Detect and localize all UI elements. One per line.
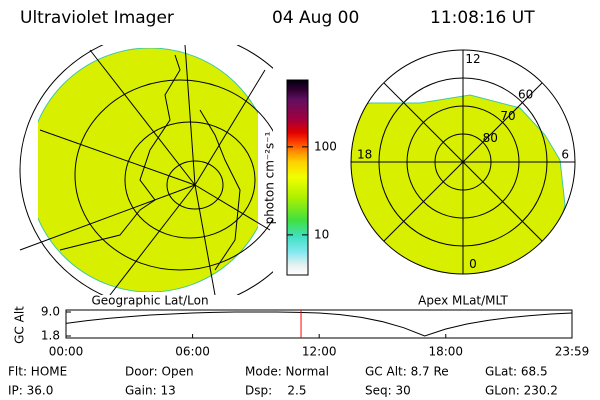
date: 04 Aug 00	[272, 8, 359, 28]
info-field: Gain: 13	[125, 384, 176, 398]
lat-circle	[378, 77, 548, 247]
lat-label: 60	[518, 87, 533, 101]
info-field: Dsp: 2.5	[245, 384, 307, 398]
mlt-label: 6	[561, 148, 569, 162]
colorbar-label: photon cm⁻²s⁻¹	[263, 131, 277, 224]
map-title: Apex MLat/MLT	[418, 294, 508, 308]
lat-label: 80	[483, 131, 498, 145]
info-field: Flt: HOME	[8, 365, 67, 379]
lat-label: 70	[500, 109, 515, 123]
colorbar: photon cm⁻²s⁻¹	[263, 79, 309, 276]
time: 11:08:16 UT	[430, 8, 535, 28]
polar-map: Apex MLat/MLT	[350, 49, 576, 308]
info-field: Door: Open	[125, 365, 194, 379]
x-tick-label: 12:00	[302, 345, 337, 359]
mlt-label: 18	[357, 148, 372, 162]
mlt-label: 12	[465, 52, 480, 66]
x-tick-label: 18:00	[428, 345, 463, 359]
geo-map: Geographic Lat/Lon	[19, 45, 273, 308]
x-tick-label: 06:00	[175, 345, 210, 359]
info-field: IP: 36.0	[8, 384, 53, 398]
lat-circle	[406, 105, 520, 219]
x-tick-label: 23:59	[555, 345, 590, 359]
mlt-label: 0	[469, 257, 477, 271]
info-field: GLon: 230.2	[485, 384, 558, 398]
colorbar-scale	[286, 79, 309, 276]
y-axis-label: GC Alt	[13, 306, 27, 344]
info-field: Mode: Normal	[245, 365, 329, 379]
colorbar-tick-label: 10	[314, 227, 329, 241]
map-title: Geographic Lat/Lon	[91, 294, 208, 308]
y-tick-label: 9.0	[41, 305, 60, 319]
x-tick-label: 00:00	[49, 345, 84, 359]
title: Ultraviolet Imager	[20, 8, 174, 28]
colorbar-tick-label: 100	[314, 139, 337, 153]
altitude-line	[65, 311, 573, 337]
y-tick-label: 1.8	[41, 329, 60, 343]
plot-frame	[65, 309, 573, 339]
info-field: GLat: 68.5	[485, 365, 548, 379]
info-field: GC Alt: 8.7 Re	[365, 365, 449, 379]
lat-circle	[434, 133, 492, 191]
info-field: Seq: 30	[365, 384, 411, 398]
